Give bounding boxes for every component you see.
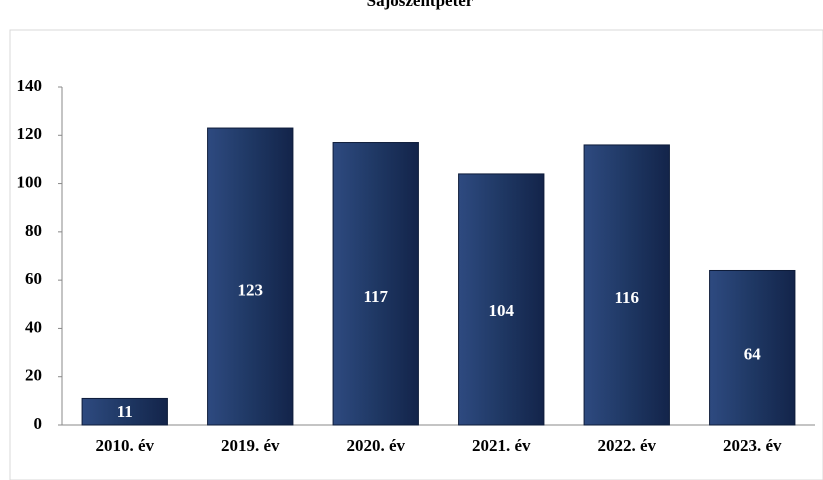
y-tick-label: 20 <box>25 366 42 385</box>
x-tick-label: 2021. év <box>472 436 531 455</box>
y-tick-label: 60 <box>25 269 42 288</box>
x-tick-label: 2010. év <box>95 436 154 455</box>
y-tick-label: 120 <box>17 124 43 143</box>
y-tick-label: 0 <box>34 414 43 433</box>
bar <box>333 143 418 425</box>
y-tick-label: 40 <box>25 317 42 336</box>
y-tick-label: 80 <box>25 221 42 240</box>
y-tick-label: 140 <box>17 76 43 95</box>
bar <box>208 128 293 425</box>
chart: Sajószentpéter 0 20 40 60 80 100 120 140 2010. é… <box>0 0 823 480</box>
value-label: 123 <box>238 280 264 299</box>
bar <box>584 145 669 425</box>
x-tick-label: 2023. év <box>723 436 782 455</box>
page: Sajószentpéter 0 20 40 60 80 100 120 140 2010. é… <box>0 0 823 480</box>
value-label: 11 <box>117 402 133 421</box>
bar <box>459 174 544 425</box>
y-tick-label: 100 <box>17 172 43 191</box>
value-label: 117 <box>363 287 388 306</box>
chart-title: Sajószentpéter <box>367 0 474 10</box>
value-label: 64 <box>744 344 762 363</box>
x-tick-label: 2022. év <box>597 436 656 455</box>
x-tick-label: 2020. év <box>346 436 405 455</box>
value-label: 104 <box>489 301 515 320</box>
x-tick-label: 2019. év <box>221 436 280 455</box>
value-label: 116 <box>614 288 639 307</box>
